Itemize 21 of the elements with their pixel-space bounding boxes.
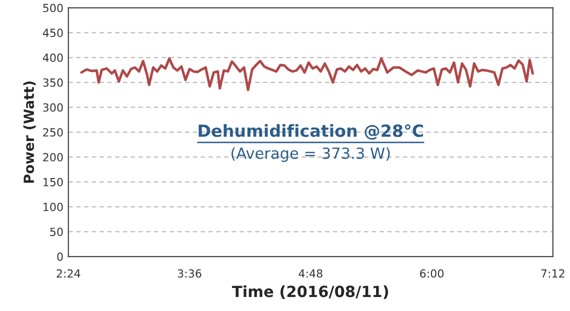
line-series: [80, 57, 534, 92]
y-tick-label: 0: [57, 252, 63, 261]
x-tick-label: 6:00: [420, 269, 444, 278]
y-tick-label: 350: [43, 78, 63, 87]
y-tick-label: 100: [44, 202, 63, 212]
y-tick-label: 150: [44, 178, 63, 186]
x-tick-label: 4:48: [298, 269, 322, 278]
x-tick-label: 7:12: [541, 269, 564, 278]
y-tick-label: 50: [50, 228, 63, 236]
y-tick-label: 250: [43, 128, 63, 137]
annotation: (Average = 373.3 W): [232, 147, 390, 162]
y-tick-label: 300: [43, 103, 63, 112]
y-tick-label: 450: [42, 28, 63, 38]
y-tick-label: 200: [43, 153, 63, 162]
y-axis-title: Power (Watt): [23, 81, 36, 183]
y-tick-label: 500: [43, 4, 63, 12]
x-axis-title: Time (2016/08/11): [232, 285, 388, 300]
x-tick-label: 3:36: [178, 269, 202, 278]
annotation: Dehumidification @28°C: [198, 124, 424, 140]
y-tick-label: 400: [42, 54, 63, 62]
x-tick-label: 2:24: [56, 269, 80, 278]
